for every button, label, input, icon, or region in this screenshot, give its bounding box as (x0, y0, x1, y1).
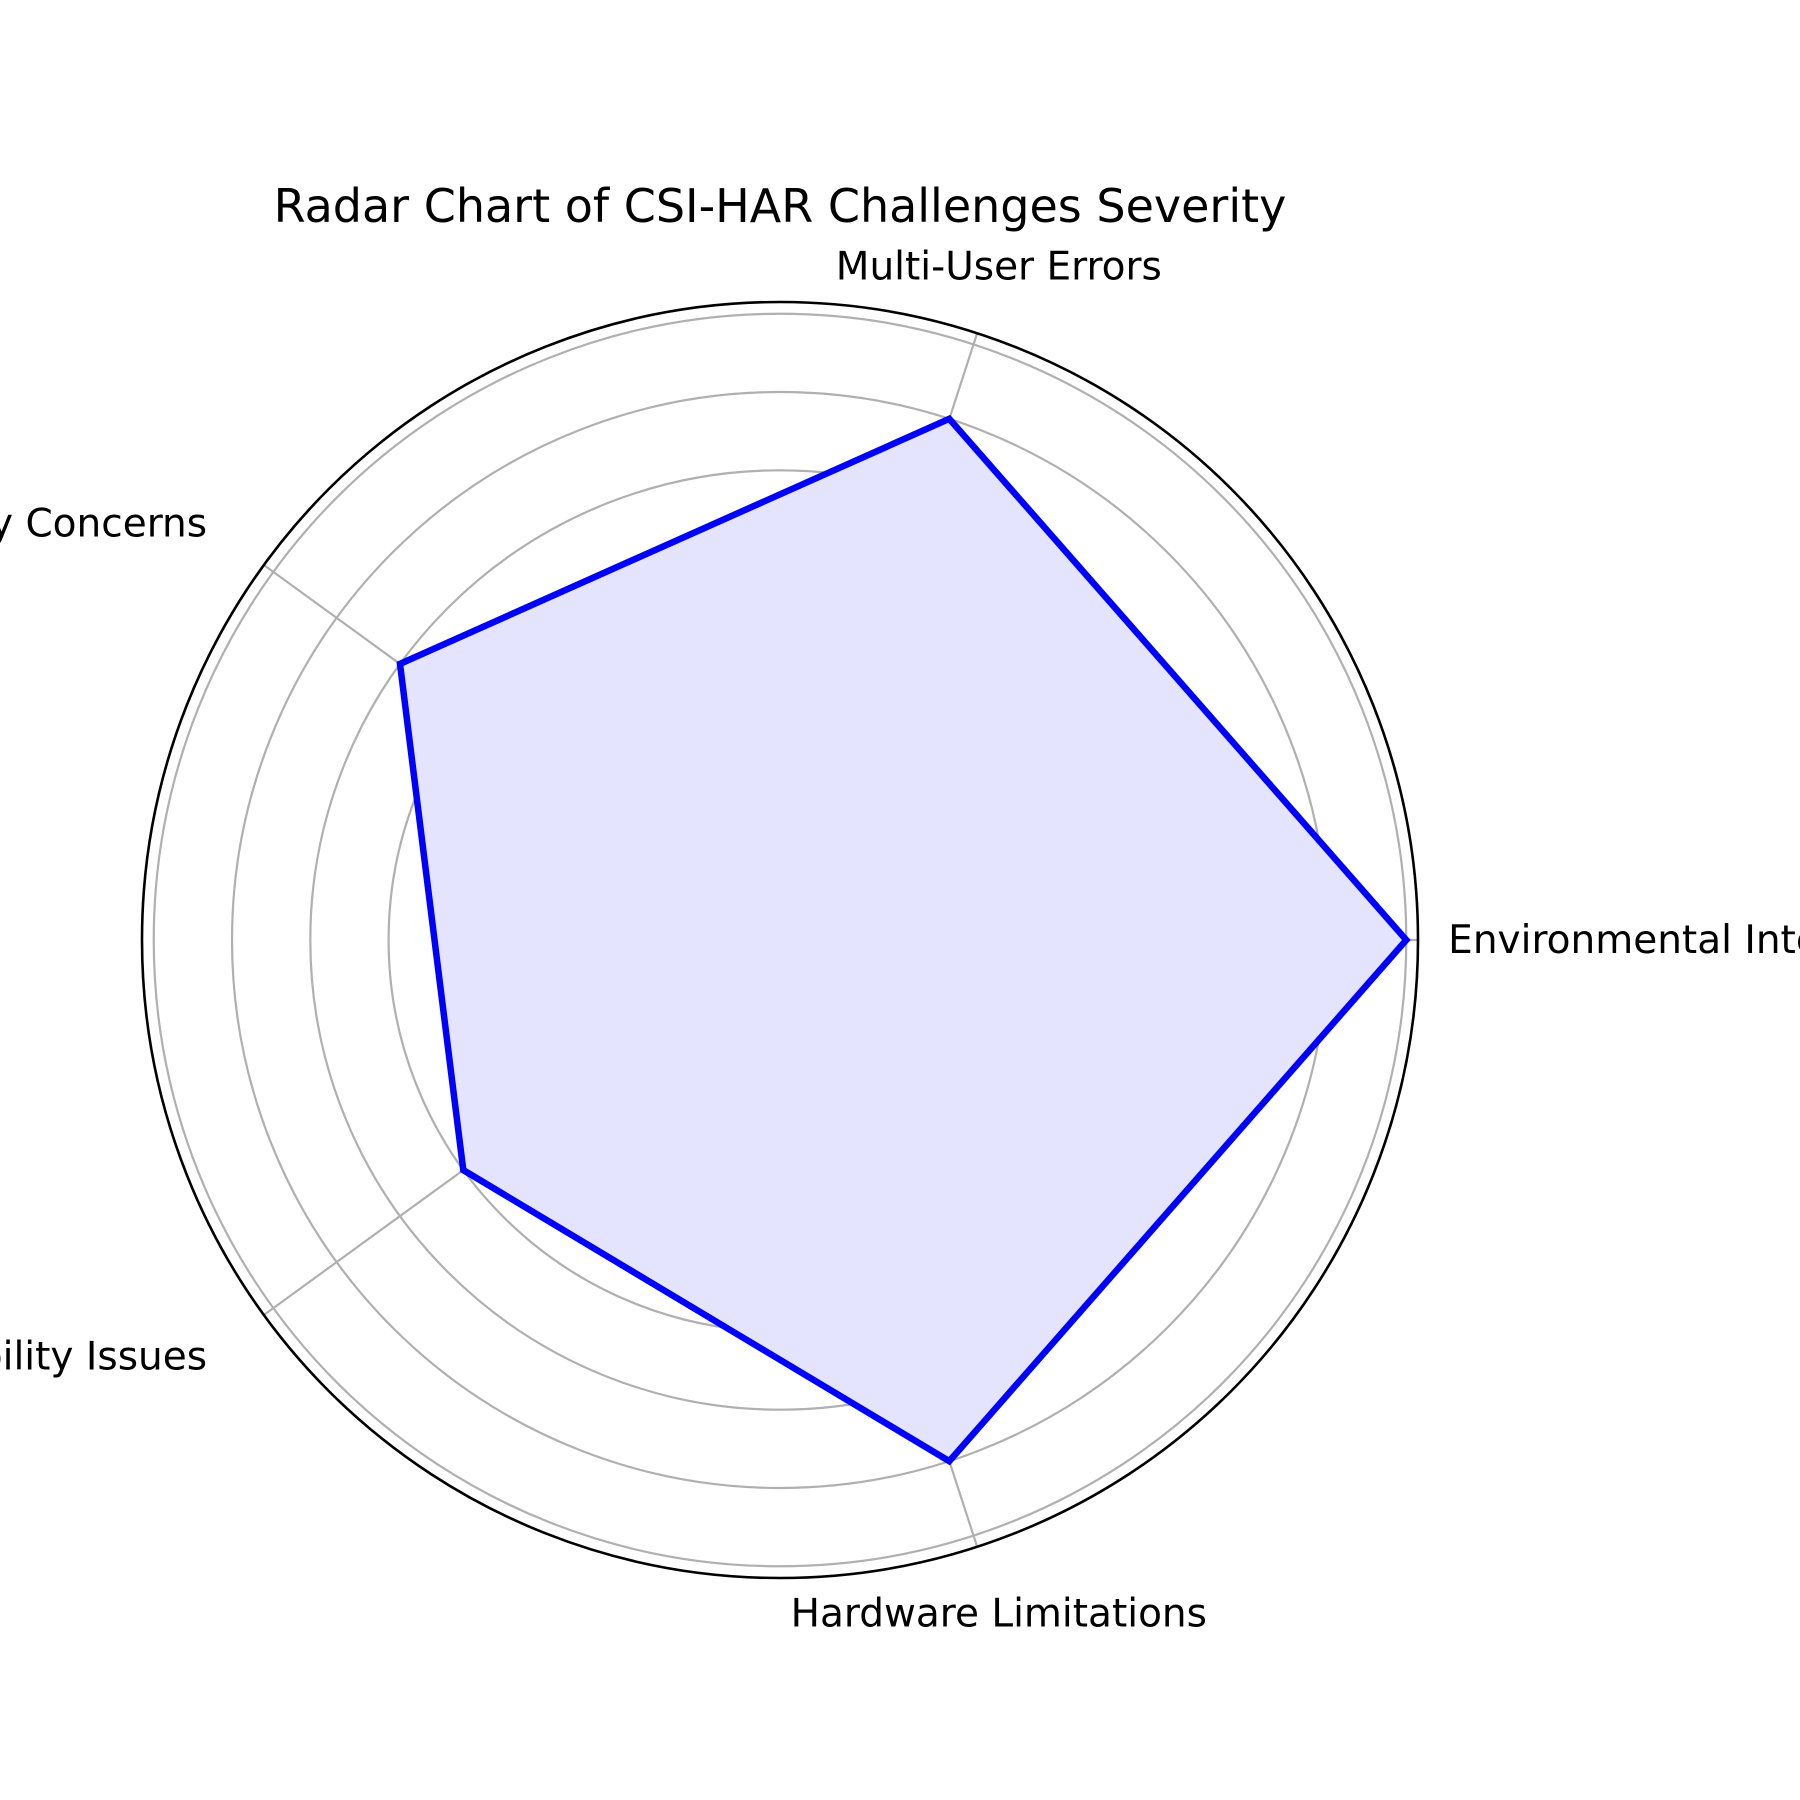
category-labels: Environmental Interference Multi-User Err… (0, 244, 1800, 1636)
category-label-3: Privacy Concerns (0, 502, 207, 547)
series-line (396, 414, 1411, 1466)
radar-series (396, 414, 1411, 1466)
category-label-5: Hardware Limitations (791, 1592, 1207, 1637)
category-label-2: Multi-User Errors (836, 244, 1162, 289)
chart-title: Radar Chart of CSI-HAR Challenges Severi… (274, 179, 1287, 233)
series-fill (400, 418, 1407, 1462)
polar-frame (140, 300, 1420, 1580)
category-label-1: Environmental Interference (1448, 918, 1800, 963)
category-label-4: Scalability Issues (0, 1334, 207, 1379)
